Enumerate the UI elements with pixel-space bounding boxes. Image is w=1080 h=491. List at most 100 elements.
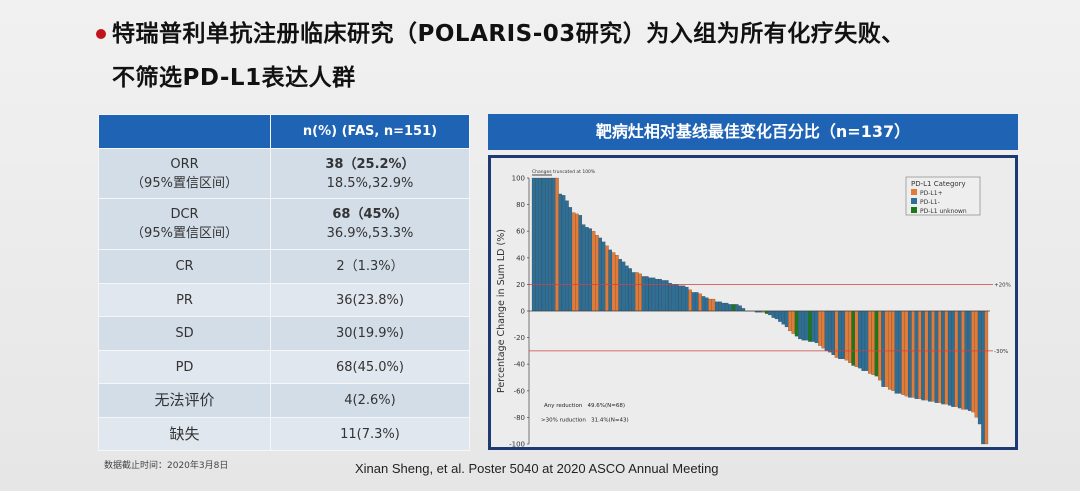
waterfall-bar: [781, 310, 786, 325]
waterfall-bar: [688, 289, 692, 312]
waterfall-bar: [957, 310, 962, 409]
truncation-note: Changes truncated at 100%: [532, 169, 596, 175]
waterfall-bar: [871, 310, 875, 375]
waterfall-bar: [944, 310, 949, 405]
row-value: 38（25.2%）: [325, 156, 415, 172]
header-n-percent: n(%) (FAS, n=151): [270, 114, 470, 149]
row-label: DCR: [170, 207, 199, 222]
waterfall-bar: [878, 310, 882, 381]
legend-swatch-pdl1-unknown: [911, 207, 917, 213]
waterfall-bar: [678, 285, 682, 312]
waterfall-bar: [838, 310, 842, 359]
waterfall-bar: [724, 302, 729, 312]
waterfall-bar: [798, 310, 802, 340]
waterfall-bar: [937, 310, 942, 403]
waterfall-bar: [821, 310, 826, 349]
waterfall-bar: [638, 273, 642, 312]
waterfall-bar: [888, 310, 892, 390]
waterfall-bar: [848, 310, 852, 363]
waterfall-bar: [545, 177, 549, 312]
table-row-sd: SD 30(19.9%): [98, 316, 470, 351]
waterfall-bar: [635, 272, 639, 312]
y-axis-label: Percentage Change in Sum LD (%): [496, 229, 507, 393]
row-sublabel: （95%置信区间）: [131, 175, 238, 191]
waterfall-bar: [784, 310, 789, 328]
table-row-missing: 缺失 11(7.3%): [98, 417, 470, 451]
waterfall-bar: [808, 310, 812, 342]
waterfall-bar: [898, 310, 902, 394]
waterfall-bar: [658, 278, 662, 312]
waterfall-bar: [924, 310, 929, 401]
row-label: CR: [98, 249, 271, 284]
waterfall-bar: [648, 277, 652, 312]
waterfall-bar: [804, 310, 809, 341]
row-label: SD: [98, 316, 271, 351]
legend-label-pdl1-unknown: PD-L1 unknown: [920, 208, 967, 215]
waterfall-bar: [791, 310, 796, 334]
waterfall-bar: [984, 310, 989, 445]
waterfall-bar: [548, 177, 553, 312]
waterfall-bar: [578, 215, 583, 312]
chart-panel-title: 靶病灶相对基线最佳变化百分比（n=137）: [488, 114, 1018, 150]
legend-swatch-pdl1-negative: [911, 198, 917, 204]
waterfall-bar: [601, 241, 606, 312]
waterfall-bar: [731, 304, 736, 312]
reference-line-label: -30%: [994, 349, 1008, 355]
row-label: 缺失: [98, 417, 271, 451]
y-tick-label: 100: [512, 175, 525, 183]
waterfall-bar: [718, 301, 722, 312]
waterfall-bar: [631, 272, 636, 312]
waterfall-bar: [738, 305, 742, 312]
waterfall-bar: [981, 310, 985, 445]
waterfall-bar: [555, 177, 559, 312]
row-label: ORR: [170, 156, 199, 172]
waterfall-bar: [921, 310, 925, 401]
waterfall-bar: [568, 207, 573, 312]
waterfall-bar: [974, 310, 979, 418]
waterfall-bar: [788, 310, 792, 332]
row-subvalue: 36.9%,53.3%: [326, 226, 414, 241]
title-line-2: 不筛选PD-L1表达人群: [112, 65, 356, 91]
table-row-dcr: DCR （95%置信区间） 68（45%） 36.9%,53.3%: [98, 198, 470, 250]
legend: PD-L1 Category PD-L1+ PD-L1- PD-L1 unkno…: [905, 176, 981, 216]
slide-title: 特瑞普利单抗注册临床研究（POLARIS-03研究）为入组为所有化疗失败、 不筛…: [96, 12, 905, 100]
waterfall-chart-box: Percentage Change in Sum LD (%) Changes …: [488, 155, 1018, 450]
waterfall-bar: [858, 310, 862, 369]
waterfall-bar: [581, 224, 586, 312]
waterfall-bar: [874, 310, 879, 377]
waterfall-bar: [721, 302, 726, 312]
waterfall-bar: [611, 252, 616, 312]
waterfall-bar: [655, 278, 659, 312]
waterfall-bar: [951, 310, 955, 407]
waterfall-bar: [831, 310, 835, 355]
annotation-any-reduction: Any reduction 49.6%(N=68): [544, 403, 625, 409]
waterfall-bar: [904, 310, 909, 397]
waterfall-bar: [961, 310, 965, 410]
waterfall-chart: Percentage Change in Sum LD (%) Changes …: [496, 169, 1011, 449]
waterfall-bar: [918, 310, 922, 399]
waterfall-bar: [844, 310, 849, 361]
waterfall-bar: [934, 310, 939, 403]
waterfall-bar: [794, 310, 799, 337]
waterfall-bar: [704, 297, 709, 312]
waterfall-bar: [954, 310, 959, 407]
y-tick-label: -40: [514, 361, 525, 369]
waterfall-bar: [571, 212, 576, 312]
row-value: 68(45.0%): [270, 350, 470, 384]
legend-label-pdl1-positive: PD-L1+: [920, 190, 943, 197]
waterfall-bar: [585, 227, 589, 312]
waterfall-bar: [841, 310, 845, 359]
y-tick-label: -80: [514, 414, 525, 422]
table-row-pr: PR 36(23.8%): [98, 283, 470, 317]
row-value: 30(19.9%): [270, 316, 470, 351]
waterfall-bar: [558, 193, 563, 312]
waterfall-bar: [914, 310, 919, 399]
waterfall-bar: [818, 310, 822, 346]
y-tick-label: 0: [521, 308, 525, 316]
table-row-cr: CR 2（1.3%）: [98, 249, 470, 284]
waterfall-bar: [927, 310, 932, 402]
waterfall-bar: [774, 310, 779, 320]
waterfall-bar: [708, 298, 712, 312]
waterfall-bar: [538, 177, 543, 312]
row-sublabel: （95%置信区间）: [131, 226, 238, 241]
